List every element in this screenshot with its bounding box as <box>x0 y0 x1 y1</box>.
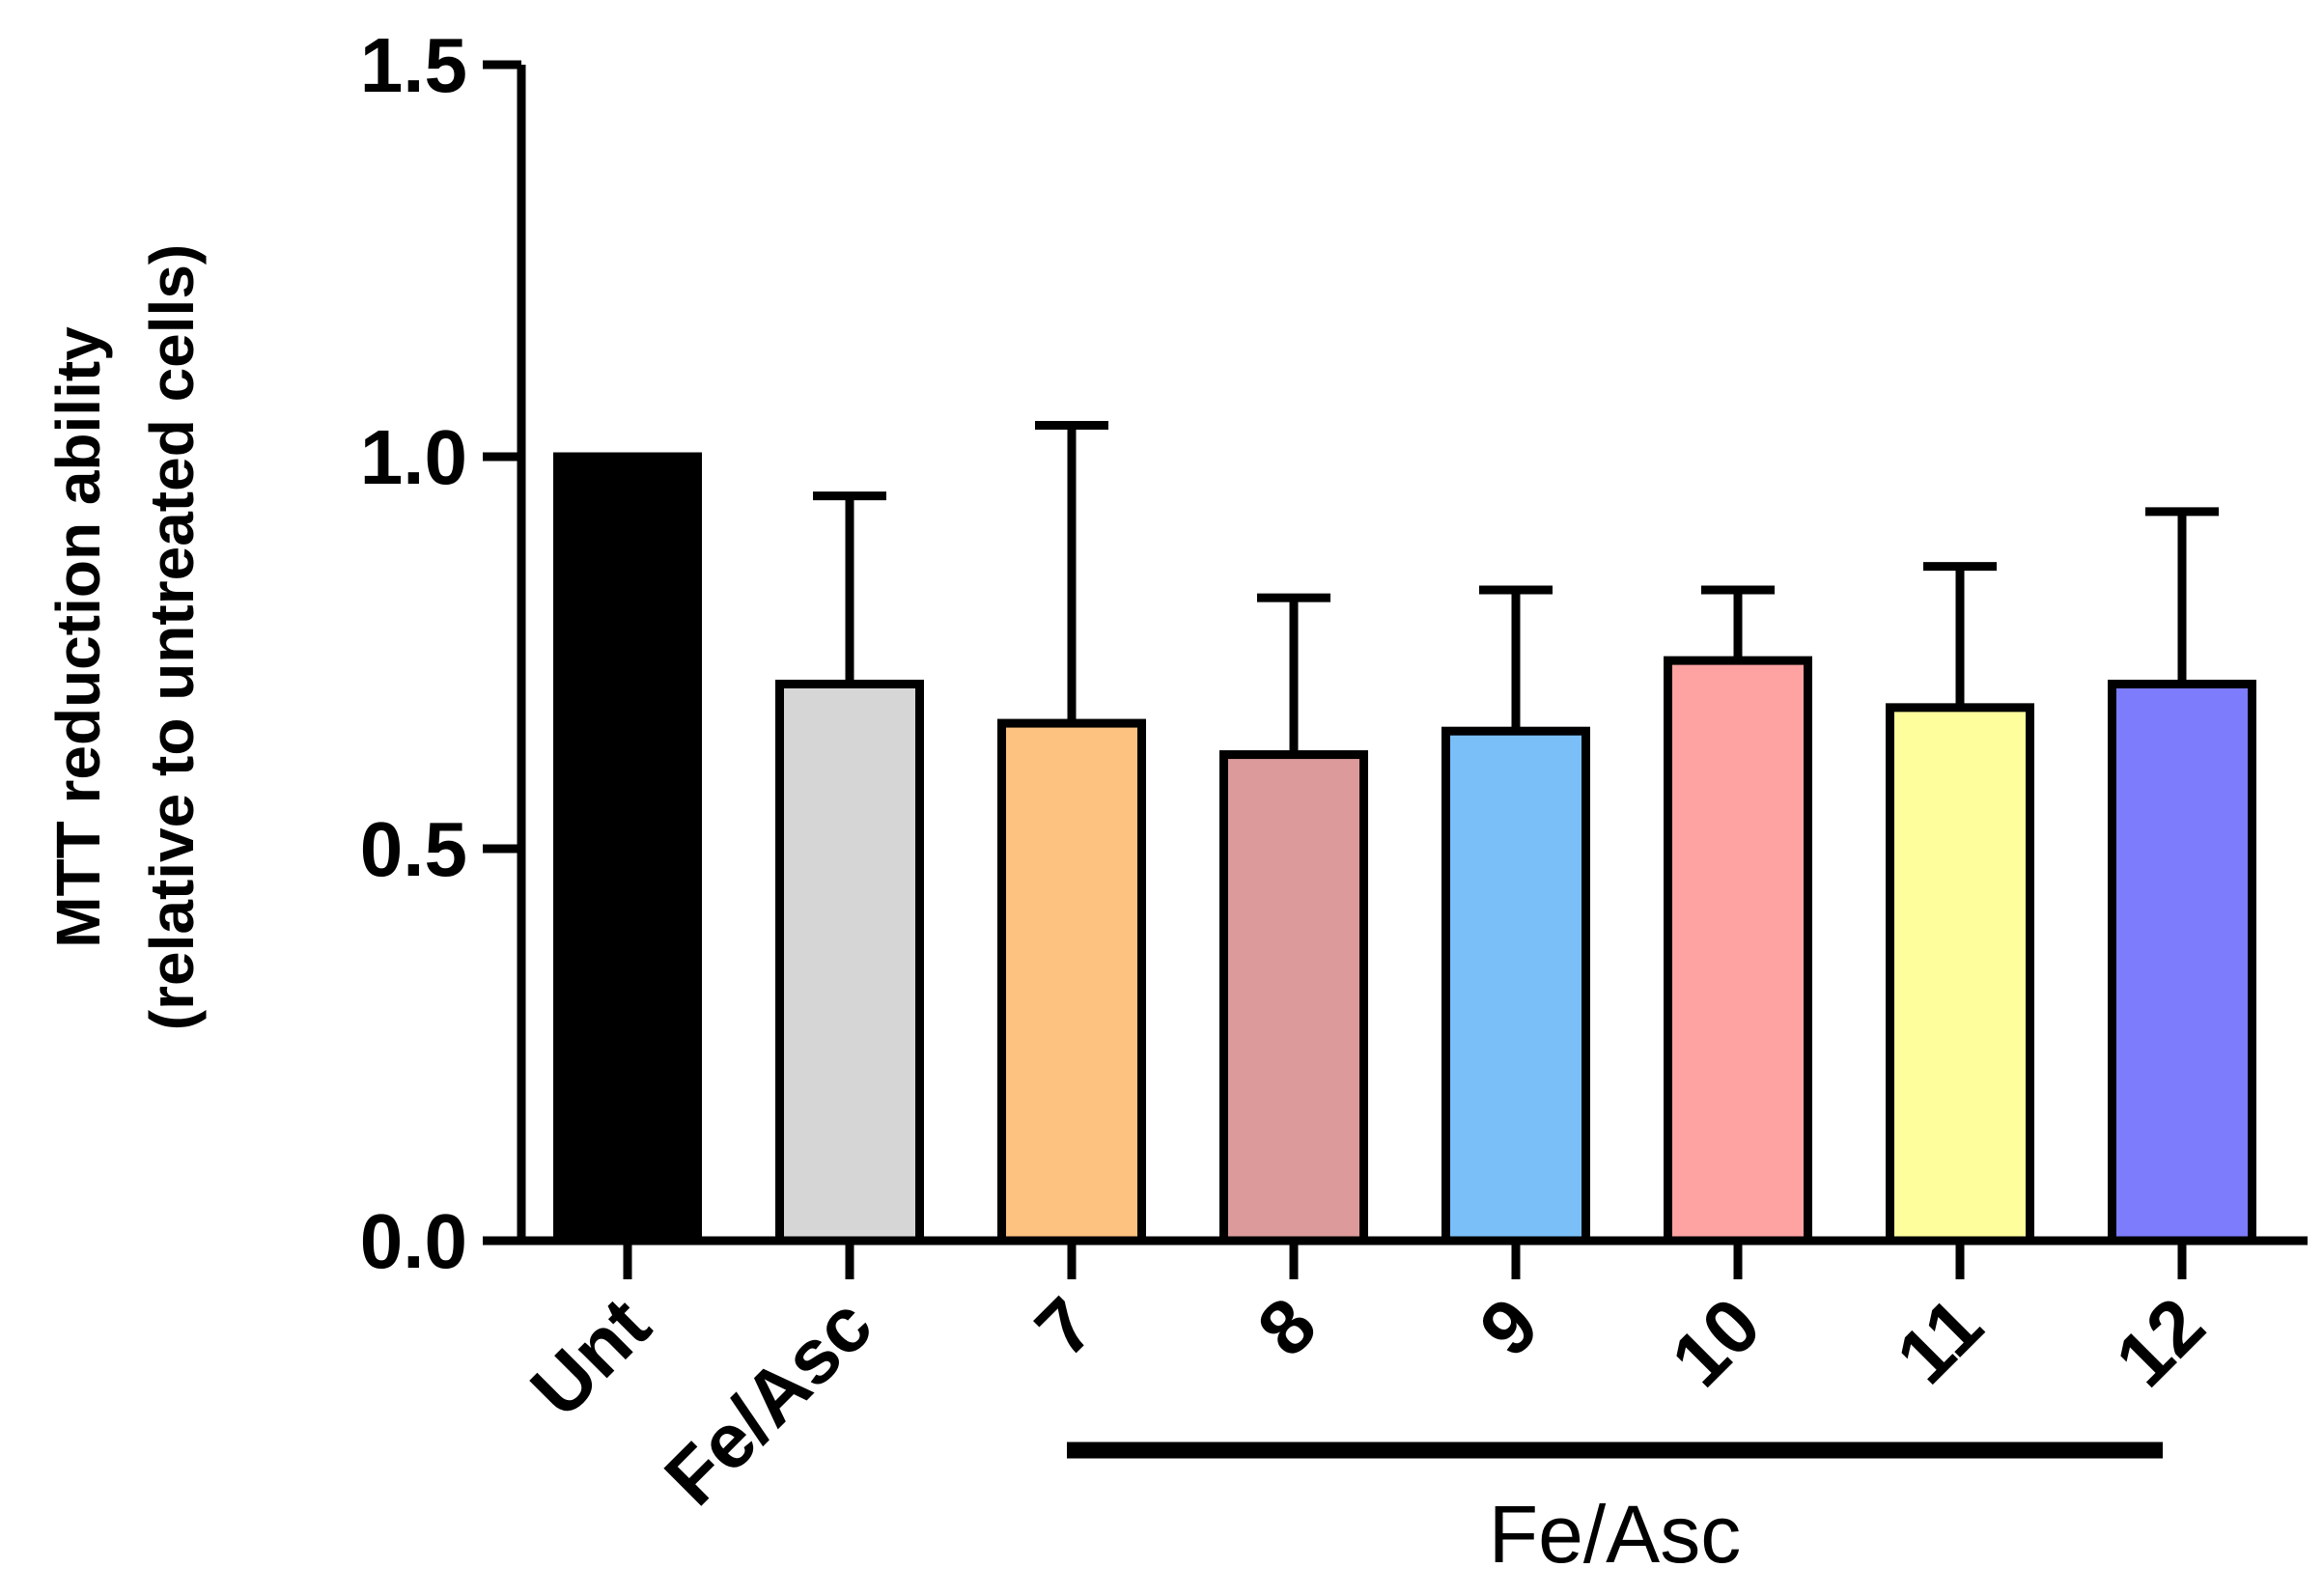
x-tick-label-10: 10 <box>1655 1281 1777 1403</box>
bar-12 <box>2108 679 2256 1246</box>
x-tick-label-fe-asc: Fe/Asc <box>649 1281 888 1521</box>
bar-11 <box>1886 703 2034 1246</box>
y-tick-label: 0.5 <box>360 806 467 892</box>
bar-unt <box>553 452 702 1246</box>
y-tick-label: 1.0 <box>360 414 467 500</box>
bar-7 <box>997 718 1146 1246</box>
x-tick-label-12: 12 <box>2099 1281 2221 1403</box>
x-tick-label-9: 9 <box>1464 1281 1554 1372</box>
y-tick-label: 0.0 <box>360 1198 467 1284</box>
x-tick-label-7: 7 <box>1020 1281 1110 1372</box>
x-tick-label-11: 11 <box>1880 1281 1999 1400</box>
bar-9 <box>1441 726 1590 1246</box>
labels-group: MTT reduction ability (relative to untre… <box>43 244 207 1030</box>
bar-10 <box>1664 656 1812 1246</box>
y-axis-label-line-2: (relative to untreated cells) <box>137 244 207 1030</box>
group-bracket: Fe/Asc <box>1067 1442 2163 1580</box>
bar-8 <box>1219 750 1368 1246</box>
y-axis-label-line-1: MTT reduction ability <box>43 326 113 948</box>
x-tick-label-8: 8 <box>1242 1281 1332 1372</box>
bars-group <box>553 421 2256 1246</box>
x-tick-label-unt: Unt <box>515 1281 666 1433</box>
bar-fe-asc <box>775 679 924 1246</box>
y-tick-label: 1.5 <box>360 22 467 108</box>
group-bracket-label: Fe/Asc <box>1489 1489 1741 1580</box>
